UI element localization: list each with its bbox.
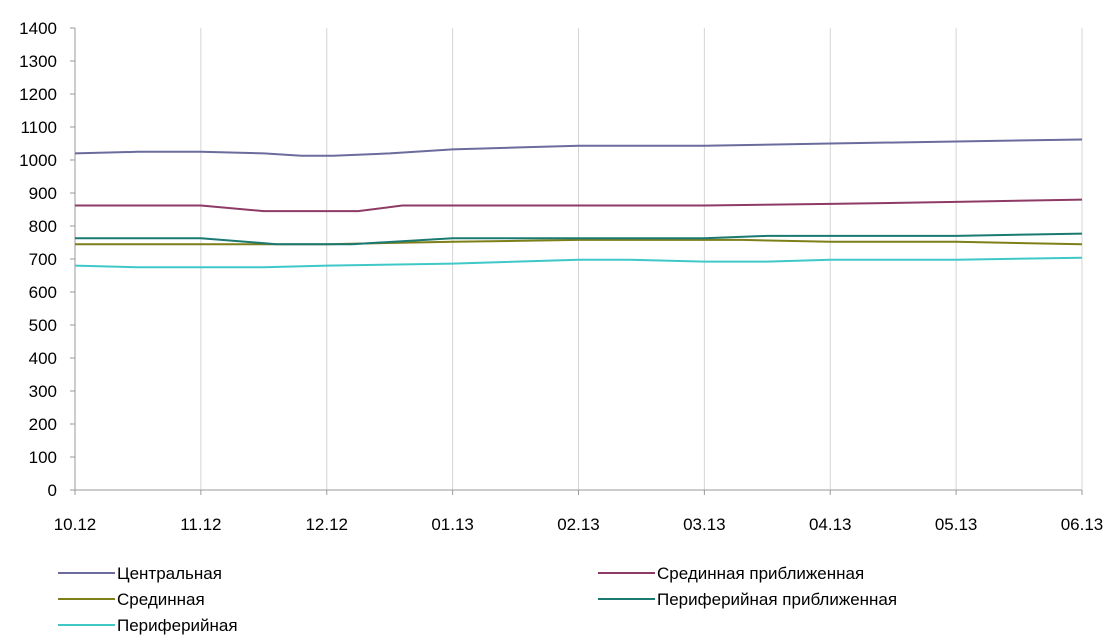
y-tick-label: 800 — [29, 217, 57, 236]
axes: 0 100 200 300 400 500 600 700 800 900 1000 1100 1200… — [19, 19, 1103, 534]
x-tick-label: 10.12 — [54, 515, 97, 534]
series-line — [75, 232, 1083, 246]
x-tick-label: 05.13 — [935, 515, 978, 534]
y-tick-label: 400 — [29, 349, 57, 368]
y-tick-label: 100 — [29, 448, 57, 467]
y-tick-label: 1400 — [19, 19, 57, 38]
legend-label: Центральная — [117, 564, 222, 583]
legend-label: Срединная приближенная — [657, 564, 864, 583]
y-tick-label: 1200 — [19, 85, 57, 104]
y-tick-label: 1100 — [20, 118, 57, 137]
x-tick-label: 04.13 — [809, 515, 852, 534]
legend-item: Срединная приближенная — [598, 564, 864, 583]
legend-label: Периферийная приближенная — [657, 590, 897, 609]
y-tick-label: 200 — [29, 415, 57, 434]
x-tick-label: 11.12 — [180, 515, 221, 534]
series-lines — [74, 138, 1083, 269]
series-line — [74, 256, 1083, 269]
y-tick-label: 600 — [29, 283, 57, 302]
x-tick-label: 12.12 — [305, 515, 348, 534]
y-tick-label: 0 — [48, 481, 57, 500]
y-tick-label: 700 — [29, 250, 57, 269]
x-tick-label: 01.13 — [431, 515, 474, 534]
legend: Центральная Срединная приближенная Срединн… — [58, 564, 897, 635]
legend-item: Центральная — [58, 564, 222, 583]
series-line — [74, 138, 1083, 157]
y-tick-label: 500 — [29, 316, 57, 335]
x-tick-label: 02.13 — [557, 515, 600, 534]
legend-label: Периферийная — [117, 616, 238, 635]
legend-item: Периферийная — [58, 616, 238, 635]
y-tick-label: 300 — [29, 382, 57, 401]
y-tick-label: 1000 — [19, 151, 57, 170]
y-tick-label: 1300 — [19, 52, 57, 71]
series-line — [75, 198, 1083, 213]
y-tick-label: 900 — [29, 184, 57, 203]
legend-item: Срединная — [58, 590, 205, 609]
x-tick-label: 06.13 — [1061, 515, 1104, 534]
legend-label: Срединная — [117, 590, 205, 609]
x-tick-label: 03.13 — [683, 515, 726, 534]
legend-item: Периферийная приближенная — [598, 590, 897, 609]
